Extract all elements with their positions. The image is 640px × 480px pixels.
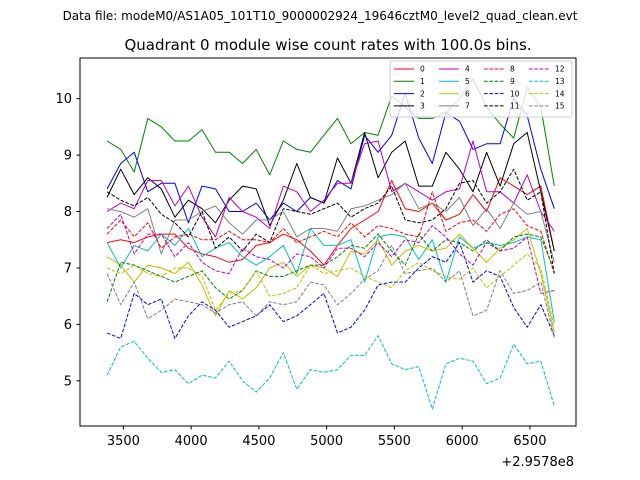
chart-suptitle: Data file: modeM0/AS1A05_101T10_90000029… xyxy=(63,9,578,23)
chart-title: Quadrant 0 module wise count rates with … xyxy=(124,36,531,54)
series-line-10 xyxy=(106,242,555,339)
y-tick-label: 6 xyxy=(64,318,72,333)
series-line-15 xyxy=(106,244,555,339)
legend-label-10: 10 xyxy=(510,89,520,98)
x-tick-label: 5500 xyxy=(378,434,411,449)
legend-label-0: 0 xyxy=(420,65,425,74)
legend-label-1: 1 xyxy=(420,77,425,86)
x-axis: 3500 4000 4500 5000 5500 6000 6500 xyxy=(107,426,546,449)
x-tick-label: 4500 xyxy=(242,434,275,449)
series-line-8 xyxy=(106,191,555,274)
legend-label-12: 12 xyxy=(555,65,565,74)
axes-frame xyxy=(79,57,577,427)
legend-label-4: 4 xyxy=(465,65,470,74)
series-line-12 xyxy=(106,213,555,294)
legend-label-9: 9 xyxy=(510,77,515,86)
legend-label-15: 15 xyxy=(555,102,565,111)
y-tick-label: 7 xyxy=(64,261,72,276)
y-tick-label: 5 xyxy=(64,374,72,389)
legend-label-13: 13 xyxy=(555,77,565,86)
legend-label-8: 8 xyxy=(510,65,515,74)
series-line-14 xyxy=(106,253,555,328)
x-tick-label: 6000 xyxy=(446,434,479,449)
series-line-4 xyxy=(106,140,555,238)
x-tick-label: 4000 xyxy=(175,434,208,449)
legend-label-5: 5 xyxy=(465,77,470,86)
y-tick-label: 9 xyxy=(64,149,72,164)
y-axis: 5 6 7 8 9 10 xyxy=(55,92,80,389)
y-tick-label: 8 xyxy=(64,205,72,220)
legend-label-14: 14 xyxy=(555,89,565,98)
series-line-9 xyxy=(106,233,555,302)
series-line-0 xyxy=(106,177,555,266)
series-line-3 xyxy=(106,132,555,252)
series-line-7 xyxy=(106,182,555,263)
x-tick-label: 5000 xyxy=(310,434,343,449)
series-line-13 xyxy=(106,335,555,410)
x-tick-label: 3500 xyxy=(107,434,140,449)
y-tick-label: 10 xyxy=(55,92,72,107)
legend-label-7: 7 xyxy=(465,102,470,111)
plot-lines xyxy=(106,78,555,410)
legend-box xyxy=(389,60,573,118)
x-tick-label: 6500 xyxy=(513,434,546,449)
legend-label-6: 6 xyxy=(465,89,470,98)
legend-label-3: 3 xyxy=(420,102,425,111)
legend-label-11: 11 xyxy=(510,102,520,111)
x-axis-offset-label: +2.9578e8 xyxy=(501,455,574,470)
legend-label-2: 2 xyxy=(420,89,425,98)
